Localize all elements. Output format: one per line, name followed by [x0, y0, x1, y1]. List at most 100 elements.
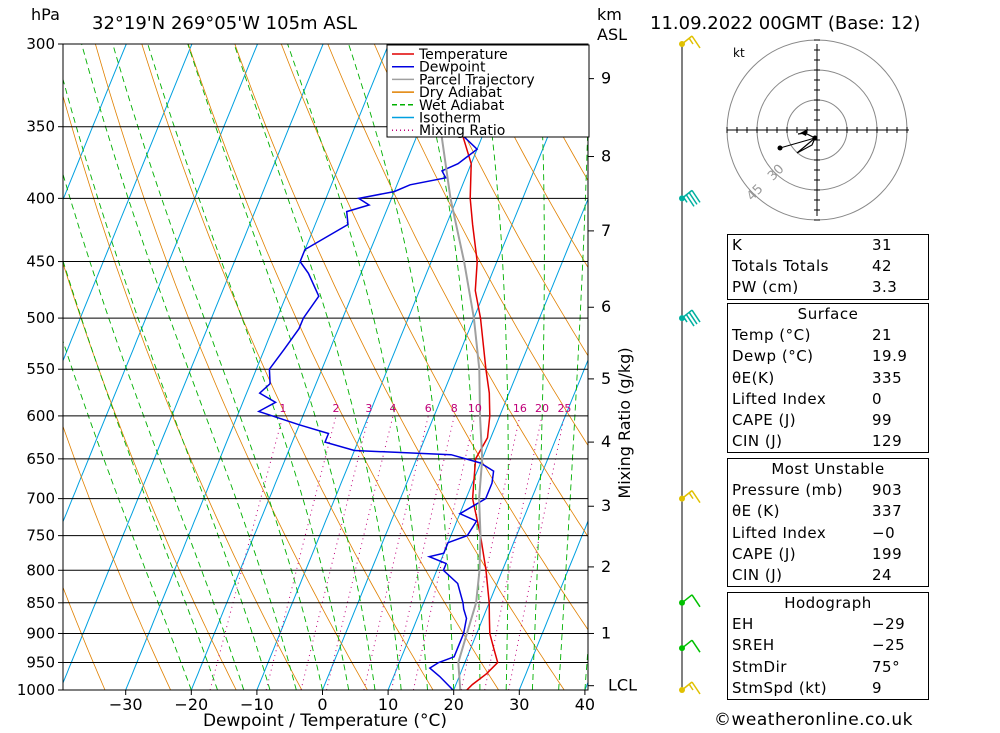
background-lines: [63, 44, 588, 690]
wet-adiabat-line: [63, 77, 271, 690]
isotherm-line: [63, 44, 259, 523]
surface-index-value: 19.9: [872, 347, 908, 366]
mixing-ratio-label: 3: [365, 402, 372, 415]
hodograph-unit: kt: [733, 46, 745, 60]
hodograph-index-value: −29: [872, 615, 906, 634]
wind-barb-feather: [691, 639, 701, 653]
most-unstable-title: Most Unstable: [771, 460, 885, 478]
wet-adiabat-line: [558, 101, 588, 690]
dry-adiabat-line: [94, 44, 368, 690]
wet-adiabat-line: [81, 44, 297, 690]
most-unstable-index-label: CIN (J): [732, 566, 783, 584]
location-title: 32°19'N 269°05'W 105m ASL: [92, 13, 357, 34]
legend-label: Parcel Trajectory: [419, 72, 535, 88]
surface-index-row: CAPE (J) 99: [728, 410, 924, 431]
height-unit-label-asl: ASL: [597, 25, 627, 44]
wind-barb-staff: [681, 639, 693, 649]
dry-adiabat-line: [234, 44, 565, 690]
hodograph-index-value: −25: [872, 636, 906, 655]
temperature-tick-label: 30: [509, 695, 529, 714]
most-unstable-index-label: Pressure (mb): [732, 481, 844, 500]
pressure-tick-label: 350: [26, 118, 55, 136]
height-tick-label: 2: [601, 557, 611, 576]
pressure-tick-label: 700: [26, 490, 55, 508]
wind-barb-feather: [691, 490, 701, 504]
height-tick-label: 7: [601, 221, 611, 240]
mixing-ratio-label: 2: [332, 402, 339, 415]
surface-table: Temp (°C) 21 Dewp (°C) 19.9 θE(K) 335 Lifted I…: [728, 325, 924, 452]
wet-adiabat-line: [187, 44, 376, 690]
mixing-ratio-label: 6: [425, 402, 432, 415]
most-unstable-index-label: θE (K): [732, 502, 780, 521]
hodograph-index-label: StmSpd (kt): [732, 678, 828, 697]
mixing-ratio-line: [300, 415, 370, 690]
most-unstable-index-value: 903: [872, 481, 903, 500]
isotherm-line: [63, 44, 193, 362]
mixing-ratio-label: 25: [557, 402, 571, 415]
wet-adiabat-line: [147, 44, 350, 690]
isotherm-line: [518, 519, 588, 690]
mixing-ratio-labels: 1 2 3 4 6 8 10 16 20 25: [279, 402, 571, 415]
surface-index-value: 21: [872, 326, 893, 345]
hodograph-point: [777, 145, 783, 151]
general-index-row: K 31: [728, 235, 924, 256]
pressure-tick-label: 650: [26, 450, 55, 468]
height-tick-label: LCL: [608, 676, 637, 695]
surface-index-value: 129: [872, 432, 903, 451]
most-unstable-index-value: 199: [872, 544, 903, 563]
indices-general-table: K 31 Totals Totals 42 PW (cm) 3.3: [728, 235, 924, 299]
profile-parcel-trajectory: [427, 44, 484, 690]
mixing-ratio-label: 1: [279, 402, 286, 415]
hodograph-indices-box: Hodograph EH −29 SREH −25 StmDir 75° StmSpd (k…: [727, 592, 929, 700]
hodograph-index-value: 9: [872, 678, 883, 697]
legend-box: [386, 44, 590, 138]
profile-temperature: [446, 44, 499, 690]
pressure-tick-label: 850: [26, 594, 55, 612]
pressure-axis: 300 350 400 450 500 550 600 650 700 750 800 850 900 9…: [17, 35, 63, 699]
isotherm-line: [190, 44, 455, 690]
wind-barb-half-feather: [688, 492, 694, 500]
isotherm-line: [63, 44, 324, 685]
temperature-tick-label: 20: [444, 695, 464, 714]
isotherm-line: [63, 44, 127, 201]
most-unstable-index-label: CAPE (J): [732, 544, 797, 563]
isotherm-line: [125, 44, 390, 690]
height-tick-label: 1: [601, 623, 611, 642]
most-unstable-index-label: Lifted Index: [732, 523, 827, 542]
general-index-value: 42: [872, 257, 893, 276]
height-unit-label: km: [597, 5, 622, 24]
mixing-ratio-label: 20: [535, 402, 549, 415]
temperature-tick-label: 10: [378, 695, 398, 714]
storm-motion-arrow: [800, 129, 808, 136]
height-tick-label: 4: [601, 432, 611, 451]
mixing-ratio-line: [363, 415, 429, 690]
wind-barb-staff: [681, 594, 693, 604]
surface-box: Surface Temp (°C) 21 Dewp (°C) 19.9 θE(K) 335…: [727, 303, 929, 454]
surface-index-label: CIN (J): [732, 432, 783, 451]
isotherm-line: [322, 44, 587, 690]
most-unstable-index-row: CAPE (J) 199: [728, 544, 924, 565]
pressure-tick-label: 1000: [17, 681, 55, 699]
general-index-label: Totals Totals: [732, 257, 829, 276]
temperature-tick-label: −20: [174, 695, 208, 714]
height-axis: 9 8 7 6 5 4 3 2 1 LCL: [588, 69, 637, 695]
surface-index-label: Temp (°C): [732, 326, 811, 345]
wind-barb-feather: [685, 193, 695, 207]
general-index-label: K: [732, 236, 743, 254]
isotherm-line: [387, 197, 588, 690]
x-axis-label: Dewpoint / Temperature (°C): [203, 711, 447, 731]
wind-barb-feather: [685, 313, 695, 327]
hodograph-trace: [779, 137, 816, 149]
height-tick-label: 6: [601, 297, 611, 316]
pressure-tick-label: 550: [26, 360, 55, 378]
general-index-value: 31: [872, 236, 893, 254]
mixing-ratio-axis-label: Mixing Ratio (g/kg): [615, 347, 634, 498]
wind-barb-feather: [688, 191, 698, 205]
temperature-axis: −30 −20 −10 0 10 20 30 40: [109, 690, 595, 714]
most-unstable-index-value: −0: [872, 523, 896, 542]
most-unstable-index-row: Pressure (mb) 903: [728, 480, 924, 501]
height-tick-label: 5: [601, 369, 611, 388]
